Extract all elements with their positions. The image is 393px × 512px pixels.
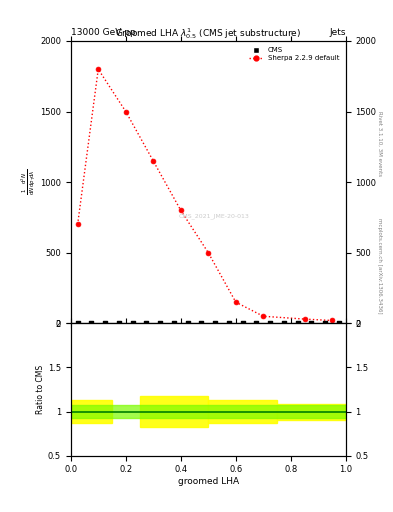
Sherpa 2.2.9 default <box>151 158 156 164</box>
CMS <box>143 318 149 327</box>
CMS <box>157 318 163 327</box>
Sherpa 2.2.9 default <box>123 109 128 115</box>
CMS <box>116 318 122 327</box>
CMS <box>281 318 287 327</box>
CMS <box>212 318 219 327</box>
Sherpa 2.2.9 default <box>302 316 307 322</box>
Bar <box>71 406 346 418</box>
CMS <box>267 318 273 327</box>
CMS <box>198 318 204 327</box>
CMS <box>294 318 301 327</box>
CMS <box>336 318 342 327</box>
Line: Sherpa 2.2.9 default: Sherpa 2.2.9 default <box>75 67 334 323</box>
Legend: CMS, Sherpa 2.2.9 default: CMS, Sherpa 2.2.9 default <box>246 45 342 64</box>
CMS <box>308 318 314 327</box>
CMS <box>102 318 108 327</box>
Sherpa 2.2.9 default <box>330 317 334 324</box>
Sherpa 2.2.9 default <box>75 221 80 227</box>
Bar <box>208 400 277 423</box>
Sherpa 2.2.9 default <box>206 250 211 256</box>
CMS <box>75 318 81 327</box>
Sherpa 2.2.9 default <box>233 299 238 305</box>
CMS <box>130 318 136 327</box>
Text: CMS_2021_JME-20-013: CMS_2021_JME-20-013 <box>178 213 249 219</box>
Y-axis label: Ratio to CMS: Ratio to CMS <box>36 365 45 414</box>
Bar <box>71 400 112 423</box>
Text: 13000 GeV pp: 13000 GeV pp <box>71 28 136 37</box>
CMS <box>226 318 232 327</box>
CMS <box>185 318 191 327</box>
CMS <box>253 318 260 327</box>
CMS <box>239 318 246 327</box>
CMS <box>88 318 94 327</box>
Bar <box>140 396 208 428</box>
CMS <box>322 318 329 327</box>
Sherpa 2.2.9 default <box>178 207 183 214</box>
Sherpa 2.2.9 default <box>261 313 266 319</box>
Sherpa 2.2.9 default <box>96 66 101 72</box>
Y-axis label: $\frac{1}{\mathrm{d}N}\frac{\mathrm{d}^2N}{\mathrm{d}p_\mathrm{T}\mathrm{d}\lamb: $\frac{1}{\mathrm{d}N}\frac{\mathrm{d}^2… <box>19 169 37 195</box>
Title: Groomed LHA $\lambda^{1}_{0.5}$ (CMS jet substructure): Groomed LHA $\lambda^{1}_{0.5}$ (CMS jet… <box>115 26 301 41</box>
CMS <box>171 318 177 327</box>
Text: Jets: Jets <box>329 28 346 37</box>
X-axis label: groomed LHA: groomed LHA <box>178 477 239 486</box>
Text: Rivet 3.1.10, 3M events: Rivet 3.1.10, 3M events <box>377 111 382 176</box>
Text: mcplots.cern.ch [arXiv:1306.3436]: mcplots.cern.ch [arXiv:1306.3436] <box>377 219 382 314</box>
Bar <box>277 403 346 419</box>
